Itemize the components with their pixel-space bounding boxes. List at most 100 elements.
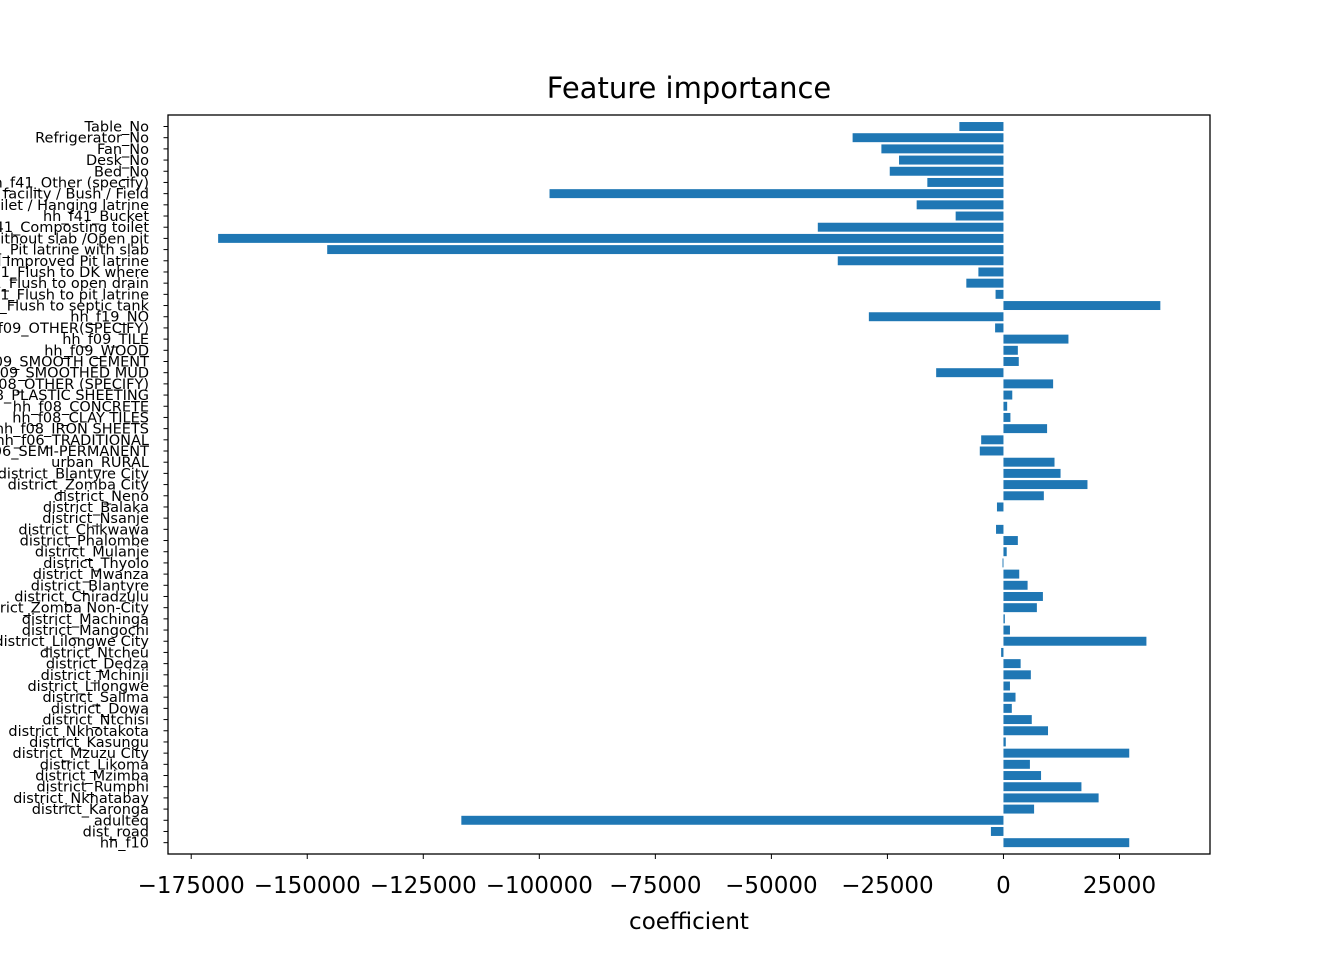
y-tick-label: district_Mzuzu City bbox=[12, 746, 149, 762]
x-axis-label: coefficient bbox=[629, 909, 749, 935]
bar-district-dowa bbox=[1003, 703, 1012, 713]
y-tick-label: Refrigerator_No bbox=[35, 131, 149, 147]
bar-hh-f06-semi-permanent bbox=[979, 446, 1004, 456]
bar-district-mzimba bbox=[1003, 771, 1042, 780]
bar-hh-f09-smooth-cement bbox=[1003, 357, 1019, 366]
bar-district-thyolo bbox=[1002, 558, 1004, 568]
bar-dist-road bbox=[990, 826, 1004, 836]
y-tick-label: hh_f41_Flush to pit latrine bbox=[0, 287, 149, 303]
bar-district-nkhotakota bbox=[1003, 726, 1049, 736]
y-tick-label: hh_f41_Toilet / Hanging latrine bbox=[0, 198, 149, 214]
y-tick-label: district_Mchinji bbox=[41, 668, 149, 684]
y-tick-label: Table_No bbox=[84, 120, 150, 136]
bar-hh-f08-other-specify bbox=[1003, 379, 1054, 389]
x-tick-label: −125000 bbox=[370, 873, 477, 899]
y-tick-label: hh_f08_PLASTIC SHEETING bbox=[0, 388, 149, 404]
y-tick-label: district_Mulanje bbox=[35, 545, 149, 561]
y-tick-label: hh_f19_NO bbox=[70, 310, 149, 326]
y-tick-label: hh_f09_OTHER(SPECIFY) bbox=[0, 321, 149, 337]
y-axis-ticks: Table_NoRefrigerator_NoFan_NoDesk_NoBed_… bbox=[0, 120, 168, 852]
bar-district-mzuzu-city bbox=[1003, 748, 1130, 758]
bar-district-zomba-non-city bbox=[1003, 603, 1037, 613]
bar-hh-f41-flush-to-open-drain bbox=[966, 278, 1004, 288]
bar-hh-f08-concrete bbox=[1003, 401, 1008, 411]
bar-district-mchinji bbox=[1003, 670, 1031, 680]
y-tick-label: district_Lilongwe bbox=[27, 679, 149, 695]
y-tick-label: district_Machinga bbox=[22, 612, 149, 628]
y-tick-label: hh_f41_Pit latrine with slab bbox=[0, 243, 149, 259]
bar-adulteq bbox=[461, 815, 1004, 825]
bar-district-chiradzulu bbox=[1003, 592, 1043, 601]
y-tick-label: hh_f10 bbox=[100, 836, 149, 852]
y-tick-label: district_Rumphi bbox=[36, 780, 149, 796]
y-tick-label: hh_f08_IRON SHEETS bbox=[0, 422, 149, 438]
y-tick-label: district_Ntcheu bbox=[40, 645, 149, 661]
y-tick-label: hh_f09_TILE bbox=[62, 332, 149, 348]
bar-district-mangochi bbox=[1003, 625, 1010, 635]
chart-title: Feature importance bbox=[547, 71, 832, 105]
y-tick-label: hh_f41_Flush to septic tank bbox=[0, 299, 150, 315]
y-tick-label: district_Balaka bbox=[43, 500, 149, 516]
bar-hh-f41-ventilated-improved-pit-latrine bbox=[837, 256, 1004, 266]
y-tick-label: district_Thyolo bbox=[43, 556, 149, 572]
bar-refrigerator-no bbox=[852, 133, 1004, 143]
y-tick-label: hh_f41_Composting toilet bbox=[0, 220, 149, 236]
bar-bed-no bbox=[889, 166, 1004, 176]
bar-district-chikwawa bbox=[996, 524, 1004, 534]
y-tick-label: district_Mangochi bbox=[22, 623, 149, 639]
y-tick-label: district_Nsanje bbox=[42, 511, 149, 527]
bar-desk-no bbox=[899, 155, 1004, 165]
bar-hh-f41-other-specify bbox=[927, 177, 1004, 187]
bar-district-phalombe bbox=[1003, 536, 1018, 546]
y-tick-label: district_Dowa bbox=[51, 701, 149, 717]
y-tick-label: hh_f06_TRADITIONAL bbox=[0, 433, 149, 449]
bar-district-lilongwe-city bbox=[1003, 636, 1147, 646]
x-tick-label: −100000 bbox=[486, 873, 593, 899]
y-tick-label: Fan_No bbox=[97, 142, 149, 158]
bar-hh-f09-wood bbox=[1003, 345, 1018, 355]
y-tick-label: district_Mzimba bbox=[35, 769, 149, 785]
y-tick-label: district_Kasungu bbox=[29, 735, 149, 751]
bar-hh-f41-bucket bbox=[955, 211, 1004, 221]
plot-frame bbox=[167, 114, 1211, 855]
y-tick-label: hh_f09_SMOOTHED MUD bbox=[0, 366, 149, 382]
y-tick-label: hh_f41_Ventilated Improved Pit latrine bbox=[0, 254, 149, 270]
bar-district-mulanje bbox=[1003, 547, 1007, 557]
y-tick-label: district_Chikwawa bbox=[18, 522, 149, 538]
y-tick-label: district_Lilongwe City bbox=[0, 634, 149, 650]
bar-hh-f08-iron-sheets bbox=[1003, 424, 1048, 434]
y-tick-label: Bed_No bbox=[94, 164, 149, 180]
y-tick-label: district_Zomba Non-City bbox=[0, 601, 149, 617]
y-tick-label: adulteq bbox=[94, 813, 149, 829]
x-tick-label: −25000 bbox=[841, 873, 933, 899]
x-tick-label: −50000 bbox=[725, 873, 817, 899]
y-tick-label: district_Dedza bbox=[46, 657, 149, 673]
y-tick-label: district_Chiradzulu bbox=[14, 589, 149, 605]
bar-district-kasungu bbox=[1003, 737, 1006, 747]
y-tick-label: district_Mwanza bbox=[33, 567, 149, 583]
bar-table-no bbox=[959, 122, 1004, 131]
x-tick-label: 25000 bbox=[1083, 873, 1156, 899]
y-tick-label: hh_f09_SMOOTH CEMENT bbox=[0, 354, 149, 370]
y-tick-label: hh_f08_CLAY TILES bbox=[12, 410, 149, 426]
bar-hh-f41-composting-toilet bbox=[817, 222, 1004, 232]
y-tick-label: district_Phalombe bbox=[20, 534, 149, 550]
bar-hh-f41-flush-to-pit-latrine bbox=[995, 289, 1004, 299]
bar-district-machinga bbox=[1003, 614, 1005, 624]
bar-district-dedza bbox=[1003, 659, 1021, 669]
x-tick-label: −175000 bbox=[138, 873, 245, 899]
x-tick-label: 0 bbox=[996, 873, 1011, 899]
y-tick-label: district_Likoma bbox=[40, 757, 149, 773]
bar-district-blantyre-city bbox=[1003, 468, 1061, 478]
y-tick-label: hh_f41_Other (specify) bbox=[0, 175, 149, 191]
bar-fan-no bbox=[881, 144, 1004, 154]
y-tick-label: hh_f09_WOOD bbox=[44, 343, 149, 359]
bar-hh-f41-flush-to-dk-where bbox=[978, 267, 1004, 277]
y-tick-label: district_Zomba City bbox=[8, 478, 150, 494]
y-tick-label: hh_f41_No facility / Bush / Field bbox=[0, 187, 149, 203]
y-tick-label: hh_f08_CONCRETE bbox=[13, 399, 149, 415]
y-tick-label: hh_f08_OTHER (SPECIFY) bbox=[0, 377, 149, 393]
bar-district-zomba-city bbox=[1003, 480, 1088, 490]
y-tick-label: district_Salima bbox=[42, 690, 149, 706]
bar-hh-f09-other-specify bbox=[995, 323, 1004, 333]
